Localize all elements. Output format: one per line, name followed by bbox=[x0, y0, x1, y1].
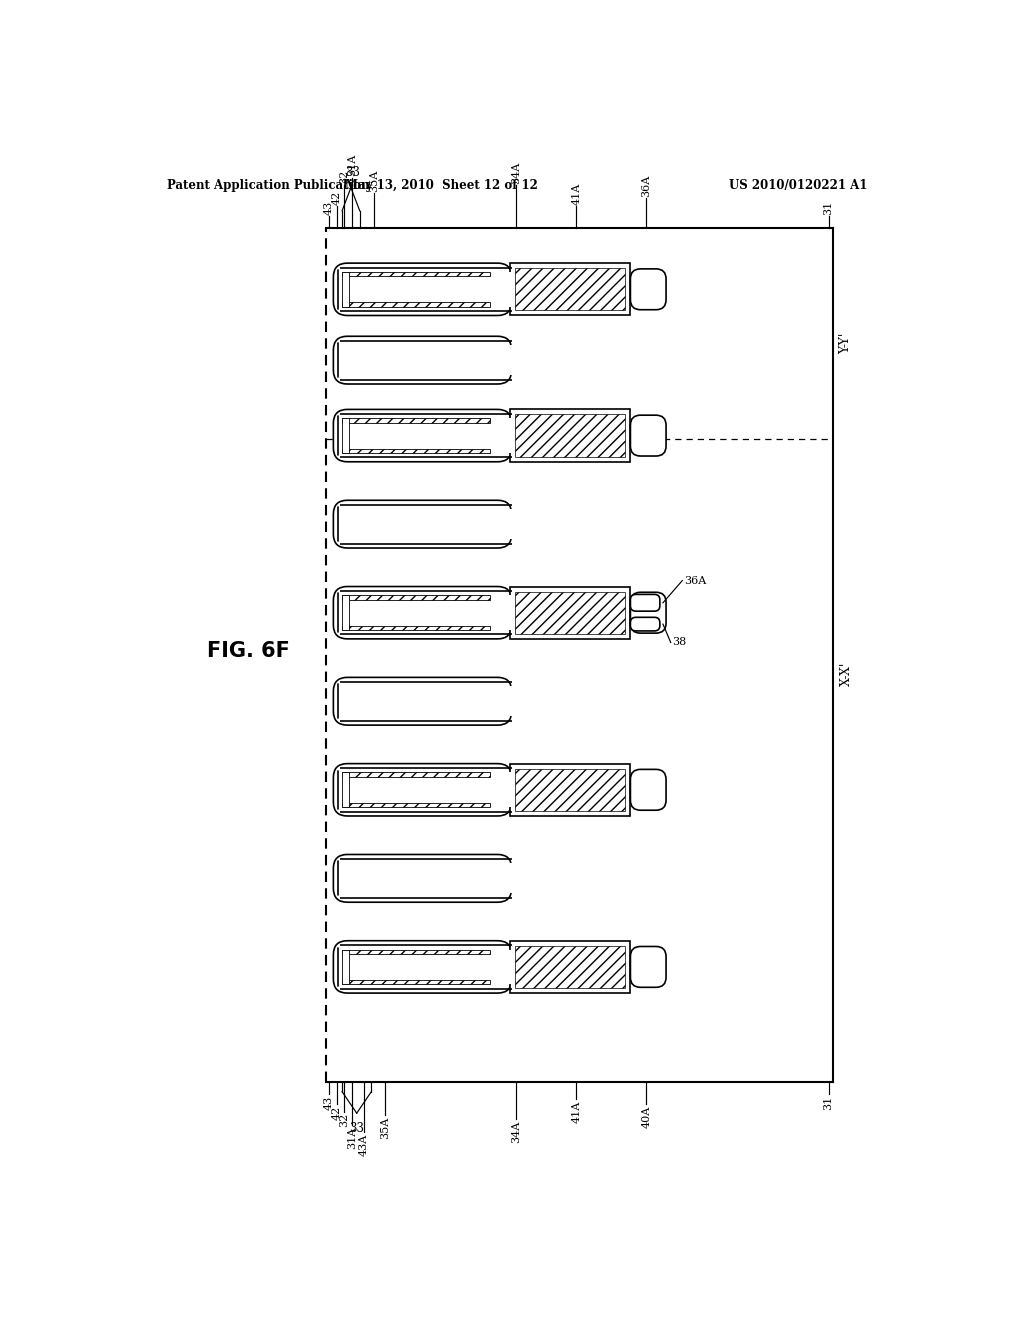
FancyBboxPatch shape bbox=[334, 263, 512, 315]
Bar bbox=[342, 272, 515, 306]
Text: US 2010/0120221 A1: US 2010/0120221 A1 bbox=[729, 178, 867, 191]
Bar bbox=[342, 979, 489, 985]
Text: 43A: 43A bbox=[358, 1134, 369, 1156]
Bar bbox=[342, 595, 349, 630]
Text: Patent Application Publication: Patent Application Publication bbox=[167, 178, 370, 191]
FancyBboxPatch shape bbox=[334, 677, 512, 725]
Text: FIG. 6F: FIG. 6F bbox=[207, 642, 290, 661]
Bar bbox=[342, 510, 515, 539]
Bar bbox=[342, 863, 515, 894]
Bar bbox=[515, 768, 626, 810]
Text: 32: 32 bbox=[339, 169, 349, 183]
FancyBboxPatch shape bbox=[334, 586, 512, 639]
Text: 43: 43 bbox=[324, 201, 334, 215]
Bar bbox=[510, 763, 631, 816]
Bar bbox=[510, 941, 631, 993]
Text: 33: 33 bbox=[345, 166, 360, 180]
Bar bbox=[342, 595, 515, 630]
Text: May 13, 2010  Sheet 12 of 12: May 13, 2010 Sheet 12 of 12 bbox=[345, 178, 539, 191]
FancyBboxPatch shape bbox=[334, 763, 512, 816]
Text: X-X': X-X' bbox=[840, 663, 852, 686]
Bar bbox=[342, 272, 489, 276]
Bar bbox=[342, 595, 489, 599]
Bar bbox=[342, 949, 515, 985]
Text: 32: 32 bbox=[339, 1113, 349, 1127]
Text: 31A: 31A bbox=[347, 154, 357, 176]
FancyBboxPatch shape bbox=[631, 618, 659, 631]
Bar bbox=[342, 772, 515, 807]
FancyBboxPatch shape bbox=[334, 337, 512, 384]
Bar bbox=[515, 591, 626, 634]
Bar bbox=[342, 418, 349, 453]
Text: 41A: 41A bbox=[571, 182, 582, 205]
Bar bbox=[515, 945, 626, 989]
FancyBboxPatch shape bbox=[334, 409, 512, 462]
Bar bbox=[510, 409, 631, 462]
Text: 41A: 41A bbox=[571, 1101, 582, 1123]
Bar bbox=[342, 449, 489, 453]
Bar bbox=[342, 686, 515, 717]
FancyBboxPatch shape bbox=[631, 416, 666, 455]
FancyBboxPatch shape bbox=[631, 594, 659, 611]
Text: 34A: 34A bbox=[511, 161, 521, 183]
Text: 36A: 36A bbox=[641, 174, 651, 197]
FancyBboxPatch shape bbox=[631, 946, 666, 987]
Text: 35A: 35A bbox=[380, 1117, 390, 1139]
Bar bbox=[342, 949, 349, 985]
Bar bbox=[342, 345, 515, 375]
Bar bbox=[342, 949, 489, 954]
Text: 34A: 34A bbox=[511, 1121, 521, 1143]
Bar bbox=[515, 268, 626, 310]
Text: 35A: 35A bbox=[369, 169, 379, 191]
Text: 33: 33 bbox=[349, 1122, 365, 1135]
Text: 42: 42 bbox=[332, 1106, 342, 1119]
Bar bbox=[342, 418, 489, 422]
Text: 31: 31 bbox=[823, 201, 834, 215]
Bar bbox=[342, 626, 489, 630]
FancyBboxPatch shape bbox=[631, 770, 666, 810]
Bar bbox=[515, 414, 626, 457]
FancyBboxPatch shape bbox=[631, 593, 666, 634]
FancyBboxPatch shape bbox=[334, 941, 512, 993]
Bar bbox=[342, 772, 349, 807]
Text: 31: 31 bbox=[823, 1096, 834, 1110]
Text: 43: 43 bbox=[324, 1096, 334, 1110]
Text: 38: 38 bbox=[673, 638, 686, 648]
Bar bbox=[342, 418, 515, 453]
FancyBboxPatch shape bbox=[631, 269, 666, 310]
Bar bbox=[342, 272, 349, 306]
Text: 40A: 40A bbox=[641, 1106, 651, 1127]
Text: 31A: 31A bbox=[347, 1126, 357, 1148]
Bar bbox=[342, 803, 489, 807]
Text: Y-Y': Y-Y' bbox=[840, 333, 852, 354]
Bar bbox=[510, 586, 631, 639]
FancyBboxPatch shape bbox=[334, 500, 512, 548]
Bar bbox=[342, 772, 489, 776]
Text: 42: 42 bbox=[332, 190, 342, 205]
FancyBboxPatch shape bbox=[334, 854, 512, 903]
Bar bbox=[342, 302, 489, 306]
Bar bbox=[510, 263, 631, 315]
Text: 36A: 36A bbox=[684, 576, 707, 586]
